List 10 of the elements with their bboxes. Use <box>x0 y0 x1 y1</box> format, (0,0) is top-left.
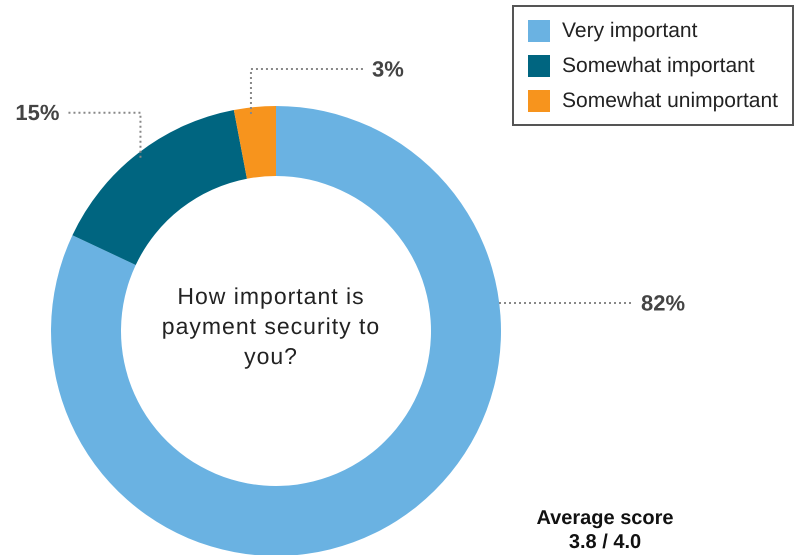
data-label: 82% <box>641 290 686 316</box>
text: Average score 3.8 / 4.0 <box>535 506 675 554</box>
text: How important is payment security to you? <box>160 282 382 371</box>
donut-slice <box>72 110 247 266</box>
legend-label: Somewhat unimportant <box>562 88 778 112</box>
donut-slice <box>234 106 276 179</box>
legend-label: Somewhat important <box>562 54 755 78</box>
legend-label: Very important <box>562 18 698 42</box>
data-label: 15% <box>15 100 60 126</box>
data-label: 3% <box>372 56 404 82</box>
